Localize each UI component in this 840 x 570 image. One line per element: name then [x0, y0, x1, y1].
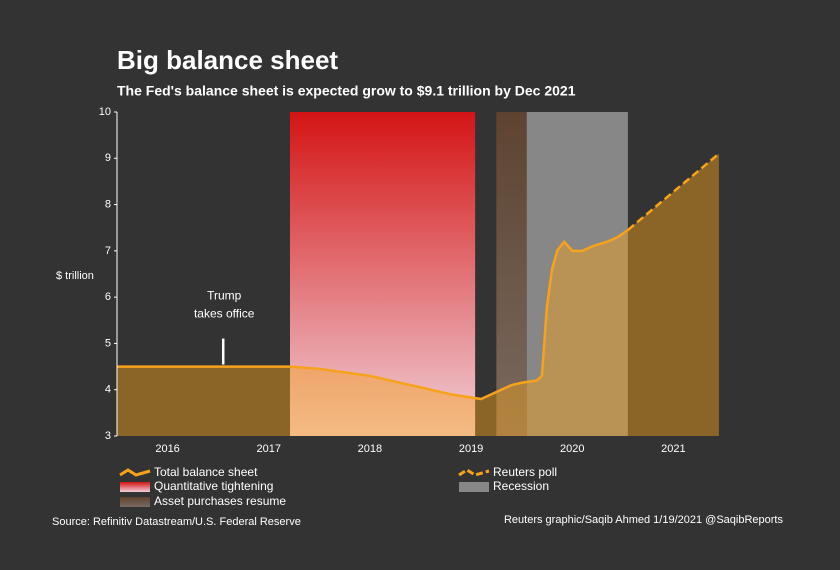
y-tick-label: 4	[105, 384, 111, 396]
annotation-text: takes office	[194, 307, 255, 321]
area	[627, 153, 719, 436]
legend-label: Recession	[493, 479, 549, 493]
legend-swatch	[458, 468, 490, 477]
shaded-band	[289, 112, 476, 436]
y-tick-label: 9	[105, 152, 111, 164]
chart-title: Big balance sheet	[117, 45, 338, 75]
x-tick-label: 2021	[661, 443, 685, 455]
x-tick-label: 2019	[459, 443, 483, 455]
legend-label: Asset purchases resume	[154, 494, 286, 508]
legend-swatch	[459, 482, 489, 492]
y-tick-label: 6	[105, 291, 111, 303]
x-tick-label: 2020	[560, 443, 584, 455]
legend-swatch	[119, 468, 151, 477]
y-tick-label: 7	[105, 245, 111, 257]
area	[117, 230, 628, 436]
line	[117, 228, 629, 401]
y-tick-label: 8	[105, 198, 111, 210]
x-tick-label: 2017	[257, 443, 281, 455]
legend-label: Quantitative tightening	[154, 479, 273, 493]
legend-label: Reuters poll	[493, 465, 557, 479]
y-tick-label: 5	[105, 337, 111, 349]
annotation-text: Trump	[207, 289, 242, 303]
x-tick-label: 2016	[155, 443, 179, 455]
y-axis-label: $ trillion	[56, 270, 94, 282]
y-tick-label: 3	[105, 430, 111, 442]
shaded-band	[526, 112, 628, 436]
x-tick-label: 2018	[358, 443, 382, 455]
chart-subtitle: The Fed's balance sheet is expected grow…	[117, 83, 576, 99]
source: Source: Refinitiv Datastream/U.S. Federa…	[52, 516, 301, 528]
y-tick-label: 10	[99, 106, 111, 118]
legend-label: Total balance sheet	[154, 465, 258, 479]
credit: Reuters graphic/Saqib Ahmed 1/19/2021 @S…	[504, 514, 784, 526]
line	[627, 152, 720, 231]
legend-swatch	[120, 497, 150, 507]
legend-swatch	[120, 482, 150, 492]
